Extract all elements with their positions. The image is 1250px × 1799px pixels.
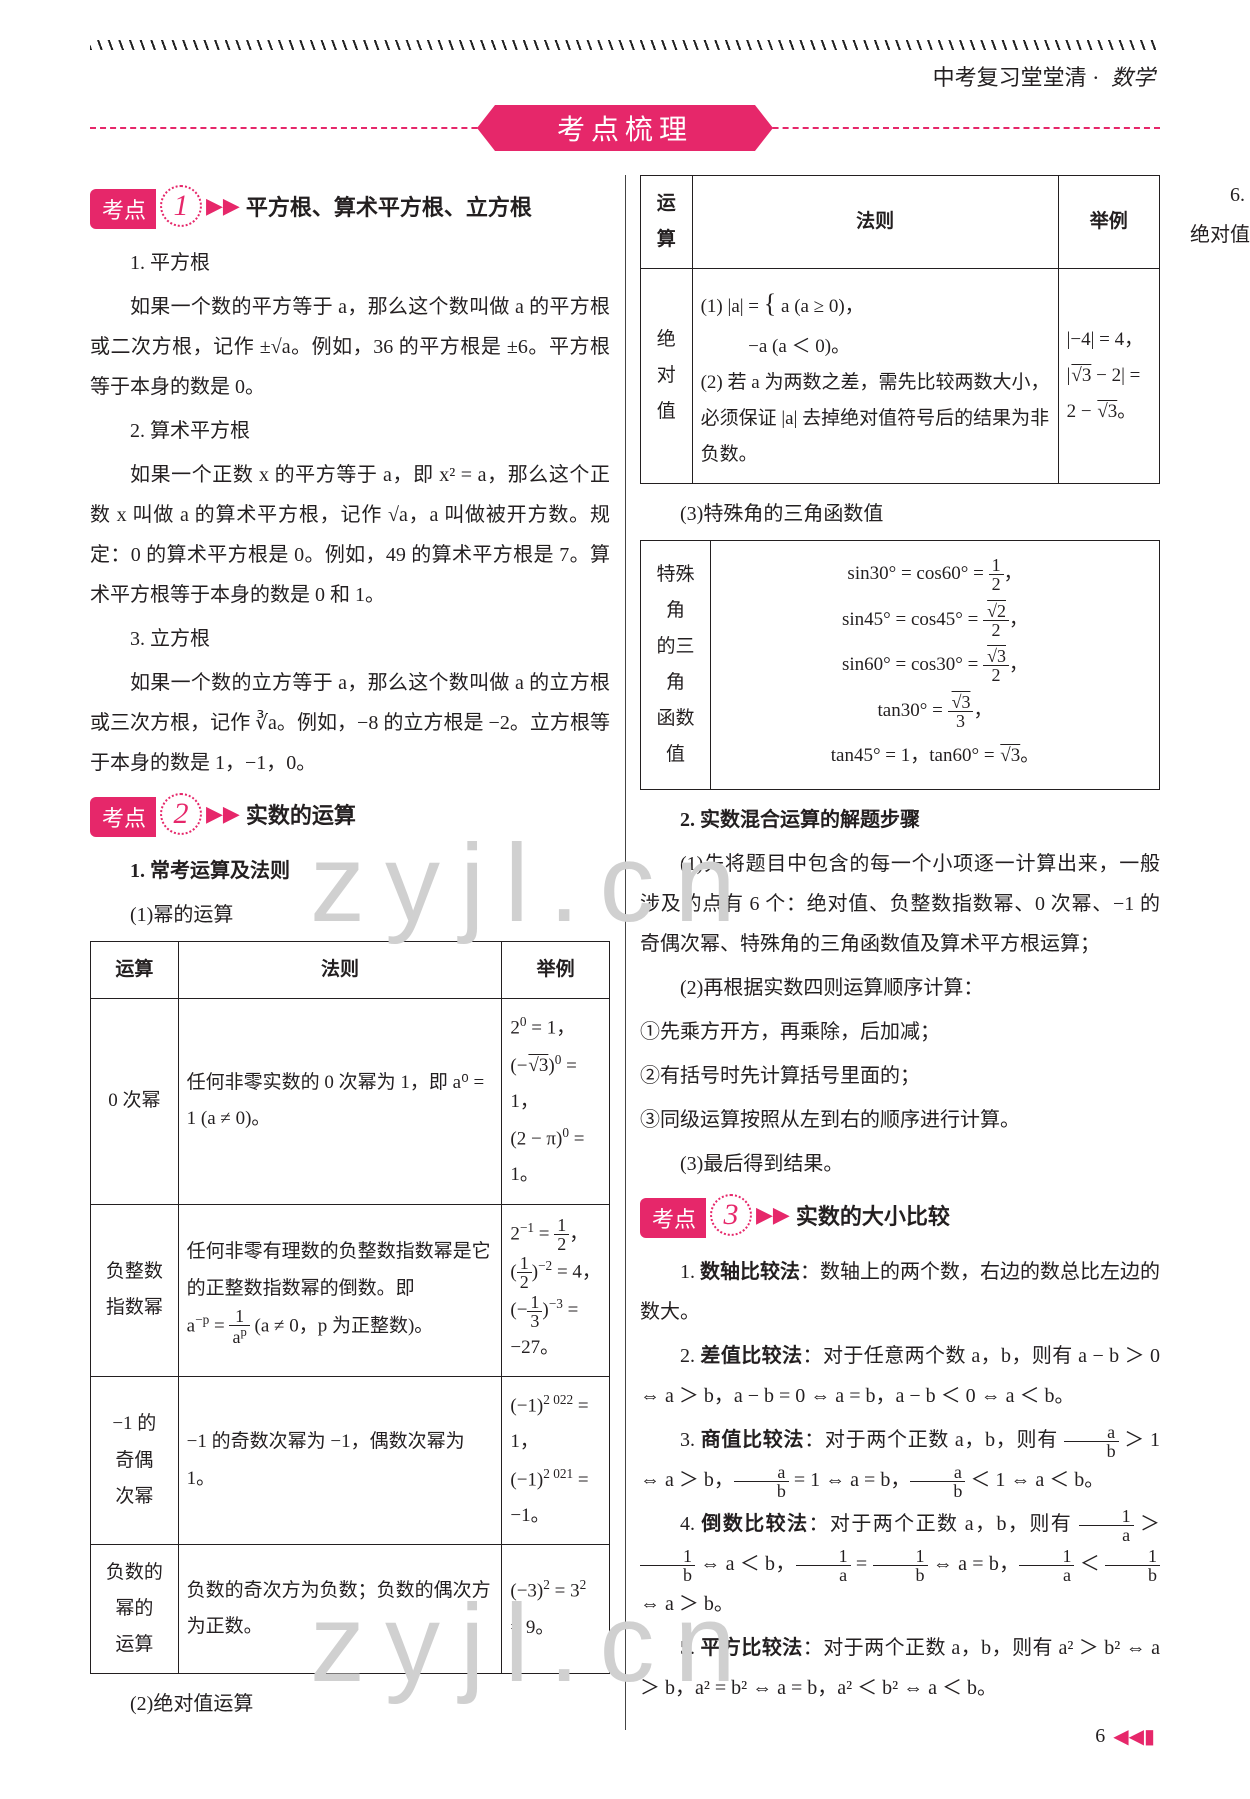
kd2-s2-l2: ②有括号时先计算括号里面的； — [640, 1056, 1160, 1096]
kd-number: 3 — [710, 1194, 752, 1236]
kd3-p3: 3. 商值比较法：对于两个正数 a，b，则有 ab ＞ 1 ⇔ a ＞ b，ab… — [640, 1420, 1160, 1500]
series-text: 中考复习堂堂清 · — [933, 65, 1105, 90]
kd1-s3-body: 如果一个数的立方等于 a，那么这个数叫做 a 的立方根或三次方根，记作 ∛a。例… — [90, 663, 610, 783]
cell-trig: sin30° = cos60° = 12， sin45° = cos45° = … — [711, 540, 1160, 789]
kd1-s2-head: 2. 算术平方根 — [90, 411, 610, 451]
kd-arrows-icon: ▶▶ — [206, 193, 240, 219]
kd3-p5: 5. 平方比较法：对于两个正数 a，b，则有 a² ＞ b² ⇔ a ＞ b，a… — [640, 1628, 1160, 1708]
kd2-s1-3: (3)特殊角的三角函数值 — [640, 494, 1160, 534]
footer-arrows-icon: ◀◀▮ — [1113, 1724, 1155, 1749]
table-row: 特殊角的三角函数值 sin30° = cos60° = 12， sin45° =… — [641, 540, 1160, 789]
cell-ex: (−3)2 = 32 = 9。 — [502, 1545, 610, 1674]
page-footer: 6 ◀◀▮ — [1095, 1724, 1155, 1749]
kd3-title: 实数的大小比较 — [796, 1199, 950, 1231]
col-rule: 法则 — [178, 942, 502, 999]
kd1-s1-head: 1. 平方根 — [90, 243, 610, 283]
kd2-s1-head: 1. 常考运算及法则 — [90, 851, 610, 891]
cell-op: −1 的奇偶次幂 — [91, 1377, 179, 1545]
cell-rule: 负数的奇次方为负数；负数的偶次方为正数。 — [178, 1545, 502, 1674]
table-row: 负整数指数幂 任何非零有理数的负整数指数幂是它的正整数指数幂的倒数。即a−p =… — [91, 1204, 610, 1377]
kd2-s2-p2: (2)再根据实数四则运算顺序计算： — [640, 968, 1160, 1008]
col-op: 运算 — [641, 176, 693, 269]
table-header-row: 运算 法则 举例 — [641, 176, 1160, 269]
kd1-header: 考点 1 ▶▶ 平方根、算术平方根、立方根 — [90, 183, 610, 229]
kd3-p4: 4. 倒数比较法：对于两个正数 a，b，则有 1a ＞ 1b ⇔ a ＜ b，1… — [640, 1504, 1160, 1624]
kd2-s2-l3: ③同级运算按照从左到右的顺序进行计算。 — [640, 1100, 1160, 1140]
abs-table: 运算 法则 举例 绝对值 (1) |a| = { a (a ≥ 0)， −a (… — [640, 175, 1160, 484]
cell-rule: 任何非零实数的 0 次幂为 1，即 a⁰ = 1 (a ≠ 0)。 — [178, 999, 502, 1204]
col-rule: 法则 — [692, 176, 1058, 269]
cell-ex: (−1)2 022 = 1，(−1)2 021 = −1。 — [502, 1377, 610, 1545]
kd2-s2-p1: (1)先将题目中包含的每一个小项逐一计算出来，一般涉及的点有 6 个：绝对值、负… — [640, 844, 1160, 964]
kd2-s2-p3: (3)最后得到结果。 — [640, 1144, 1160, 1184]
trig-table: 特殊角的三角函数值 sin30° = cos60° = 12， sin45° =… — [640, 540, 1160, 790]
kd3-p2: 2. 差值比较法：对于任意两个数 a，b，则有 a − b ＞ 0 ⇔ a ＞ … — [640, 1336, 1160, 1416]
subject-text: 数学 — [1111, 65, 1155, 90]
col-ex: 举例 — [1058, 176, 1159, 269]
kd1-s1-body: 如果一个数的平方等于 a，那么这个数叫做 a 的平方根或二次方根，记作 ±√a。… — [90, 287, 610, 407]
section-banner: 考点梳理 — [495, 105, 755, 151]
header-hatch — [90, 40, 1160, 50]
kd2-s1-1: (1)幂的运算 — [90, 895, 610, 935]
col-ex: 举例 — [502, 942, 610, 999]
kd2-title: 实数的运算 — [246, 798, 356, 830]
kd-number: 2 — [160, 793, 202, 835]
cell-op: 绝对值 — [641, 269, 693, 484]
kd3-header: 考点 3 ▶▶ 实数的大小比较 — [640, 1192, 1160, 1238]
kd3-p6: 6. 类别比较法：正数 ＞ 0 ＞ 负数。两负数比较大小，绝对值大的反而小；两正… — [1190, 175, 1250, 255]
kd-arrows-icon: ▶▶ — [756, 1202, 790, 1228]
cell-op: 特殊角的三角函数值 — [641, 540, 711, 789]
kd-arrows-icon: ▶▶ — [206, 801, 240, 827]
kd-tag: 考点 — [640, 1198, 706, 1238]
kd1-s2-body: 如果一个正数 x 的平方等于 a，即 x² = a，那么这个正数 x 叫做 a … — [90, 455, 610, 615]
cell-op: 负整数指数幂 — [91, 1204, 179, 1377]
cell-rule: −1 的奇数次幂为 −1，偶数次幂为 1。 — [178, 1377, 502, 1545]
kd1-title: 平方根、算术平方根、立方根 — [246, 190, 532, 222]
content-columns: 考点 1 ▶▶ 平方根、算术平方根、立方根 1. 平方根 如果一个数的平方等于 … — [90, 175, 1160, 1735]
kd2-s1-2: (2)绝对值运算 — [90, 1684, 610, 1724]
table-row: −1 的奇偶次幂 −1 的奇数次幂为 −1，偶数次幂为 1。 (−1)2 022… — [91, 1377, 610, 1545]
table-row: 0 次幂 任何非零实数的 0 次幂为 1，即 a⁰ = 1 (a ≠ 0)。 2… — [91, 999, 610, 1204]
banner-label: 考点梳理 — [557, 108, 693, 148]
page-number: 6 — [1095, 1725, 1105, 1748]
kd2-header: 考点 2 ▶▶ 实数的运算 — [90, 791, 610, 837]
cell-rule: (1) |a| = { a (a ≥ 0)， −a (a ＜ 0)。(2) 若 … — [692, 269, 1058, 484]
power-table: 运算 法则 举例 0 次幂 任何非零实数的 0 次幂为 1，即 a⁰ = 1 (… — [90, 941, 610, 1674]
cell-ex: |−4| = 4，|√3 − 2| = 2 − √3。 — [1058, 269, 1159, 484]
kd2-s2-head: 2. 实数混合运算的解题步骤 — [640, 800, 1160, 840]
header-series: 中考复习堂堂清 · 数学 — [933, 60, 1155, 92]
cell-rule: 任何非零有理数的负整数指数幂是它的正整数指数幂的倒数。即a−p = 1ap (a… — [178, 1204, 502, 1377]
table-row: 绝对值 (1) |a| = { a (a ≥ 0)， −a (a ＜ 0)。(2… — [641, 269, 1160, 484]
kd-number: 1 — [160, 185, 202, 227]
cell-op: 负数的幂的运算 — [91, 1545, 179, 1674]
cell-op: 0 次幂 — [91, 999, 179, 1204]
kd3-p1: 1. 数轴比较法：数轴上的两个数，右边的数总比左边的数大。 — [640, 1252, 1160, 1332]
kd-tag: 考点 — [90, 797, 156, 837]
cell-ex: 20 = 1，(−√3)0 = 1，(2 − π)0 = 1。 — [502, 999, 610, 1204]
kd2-s2-l1: ①先乘方开方，再乘除，后加减； — [640, 1012, 1160, 1052]
cell-ex: 2−1 = 12，(12)−2 = 4，(−13)−3 = −27。 — [502, 1204, 610, 1377]
kd1-s3-head: 3. 立方根 — [90, 619, 610, 659]
table-header-row: 运算 法则 举例 — [91, 942, 610, 999]
kd-tag: 考点 — [90, 189, 156, 229]
table-row: 负数的幂的运算 负数的奇次方为负数；负数的偶次方为正数。 (−3)2 = 32 … — [91, 1545, 610, 1674]
col-op: 运算 — [91, 942, 179, 999]
